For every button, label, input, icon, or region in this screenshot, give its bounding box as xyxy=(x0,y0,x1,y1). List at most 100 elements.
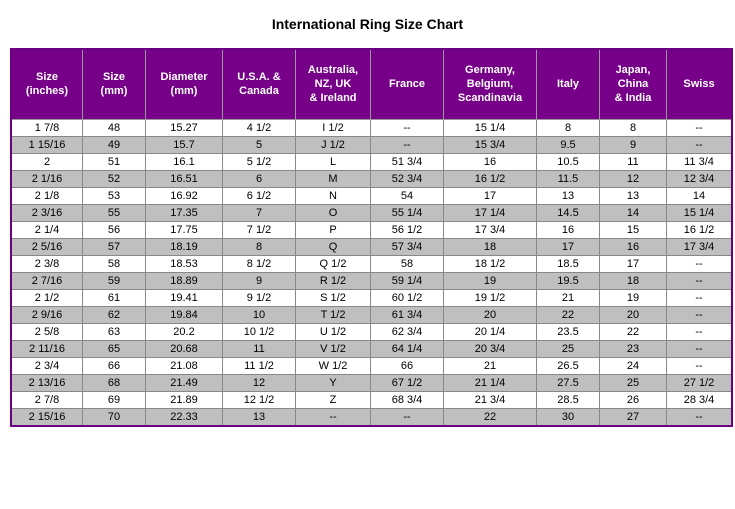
table-cell: 18 xyxy=(444,239,537,256)
table-cell: 7 1/2 xyxy=(223,222,296,239)
page-title: International Ring Size Chart xyxy=(10,16,725,32)
table-cell: O xyxy=(296,205,371,222)
table-cell: 19 1/2 xyxy=(444,290,537,307)
table-cell: 68 xyxy=(83,375,146,392)
table-cell: Z xyxy=(296,392,371,409)
table-cell: 21 3/4 xyxy=(444,392,537,409)
table-cell: 2 xyxy=(11,154,83,171)
table-cell: 18.5 xyxy=(537,256,600,273)
table-cell: 22.33 xyxy=(146,409,223,427)
table-cell: 22 xyxy=(444,409,537,427)
table-row: 2 1/26119.419 1/2S 1/260 1/219 1/22119-- xyxy=(11,290,732,307)
table-cell: 16 1/2 xyxy=(444,171,537,188)
table-cell: 54 xyxy=(371,188,444,205)
table-row: 2 1/45617.757 1/2P56 1/217 3/4161516 1/2 xyxy=(11,222,732,239)
table-cell: T 1/2 xyxy=(296,307,371,324)
table-cell: 2 13/16 xyxy=(11,375,83,392)
table-cell: 1 15/16 xyxy=(11,137,83,154)
table-cell: 11 xyxy=(600,154,667,171)
table-cell: 15 xyxy=(600,222,667,239)
table-cell: 20 xyxy=(444,307,537,324)
table-cell: -- xyxy=(667,120,733,137)
table-cell: I 1/2 xyxy=(296,120,371,137)
table-cell: 23 xyxy=(600,341,667,358)
table-cell: J 1/2 xyxy=(296,137,371,154)
table-cell: 63 xyxy=(83,324,146,341)
table-cell: 59 1/4 xyxy=(371,273,444,290)
table-cell: 20 1/4 xyxy=(444,324,537,341)
table-cell: 11 3/4 xyxy=(667,154,733,171)
table-cell: 8 xyxy=(600,120,667,137)
table-cell: 15 1/4 xyxy=(667,205,733,222)
column-header: France xyxy=(371,49,444,120)
table-cell: 20 xyxy=(600,307,667,324)
table-cell: 13 xyxy=(600,188,667,205)
table-row: 1 15/164915.75J 1/2--15 3/49.59-- xyxy=(11,137,732,154)
table-cell: P xyxy=(296,222,371,239)
table-cell: 62 3/4 xyxy=(371,324,444,341)
table-cell: 51 3/4 xyxy=(371,154,444,171)
table-cell: 13 xyxy=(223,409,296,427)
table-cell: 68 3/4 xyxy=(371,392,444,409)
table-cell: 17 3/4 xyxy=(667,239,733,256)
table-cell: 60 1/2 xyxy=(371,290,444,307)
table-cell: 12 xyxy=(600,171,667,188)
table-cell: 13 xyxy=(537,188,600,205)
table-row: 2 3/46621.0811 1/2W 1/2662126.524-- xyxy=(11,358,732,375)
table-row: 2 5/86320.210 1/2U 1/262 3/420 1/423.522… xyxy=(11,324,732,341)
table-cell: 58 xyxy=(83,256,146,273)
table-cell: 21.89 xyxy=(146,392,223,409)
table-cell: 8 xyxy=(537,120,600,137)
table-cell: 2 5/16 xyxy=(11,239,83,256)
table-cell: 56 1/2 xyxy=(371,222,444,239)
table-cell: 10.5 xyxy=(537,154,600,171)
table-cell: 21.08 xyxy=(146,358,223,375)
table-cell: 16 xyxy=(600,239,667,256)
table-cell: 57 3/4 xyxy=(371,239,444,256)
table-cell: 16.51 xyxy=(146,171,223,188)
table-cell: 58 xyxy=(371,256,444,273)
table-cell: 19 xyxy=(600,290,667,307)
table-row: 2 1/165216.516M52 3/416 1/211.51212 3/4 xyxy=(11,171,732,188)
table-cell: 57 xyxy=(83,239,146,256)
table-cell: 15.7 xyxy=(146,137,223,154)
column-header: Size(inches) xyxy=(11,49,83,120)
table-cell: 8 1/2 xyxy=(223,256,296,273)
table-cell: 17 1/4 xyxy=(444,205,537,222)
table-cell: 18.89 xyxy=(146,273,223,290)
table-cell: -- xyxy=(667,137,733,154)
table-cell: 17.75 xyxy=(146,222,223,239)
table-cell: 19 xyxy=(444,273,537,290)
table-cell: 23.5 xyxy=(537,324,600,341)
table-cell: 2 3/4 xyxy=(11,358,83,375)
table-cell: 8 xyxy=(223,239,296,256)
column-header: Japan,China& India xyxy=(600,49,667,120)
table-cell: 2 1/2 xyxy=(11,290,83,307)
table-cell: 11.5 xyxy=(537,171,600,188)
table-cell: W 1/2 xyxy=(296,358,371,375)
table-cell: 22 xyxy=(537,307,600,324)
column-header: Size(mm) xyxy=(83,49,146,120)
table-cell: Q xyxy=(296,239,371,256)
table-cell: 2 3/8 xyxy=(11,256,83,273)
table-body: 1 7/84815.274 1/2I 1/2--15 1/488--1 15/1… xyxy=(11,120,732,427)
table-cell: 55 1/4 xyxy=(371,205,444,222)
table-row: 2 7/86921.8912 1/2Z68 3/421 3/428.52628 … xyxy=(11,392,732,409)
column-header: U.S.A. &Canada xyxy=(223,49,296,120)
table-cell: 16 xyxy=(537,222,600,239)
table-cell: 20 3/4 xyxy=(444,341,537,358)
table-cell: 2 1/16 xyxy=(11,171,83,188)
table-cell: U 1/2 xyxy=(296,324,371,341)
table-cell: 17.35 xyxy=(146,205,223,222)
table-cell: 26 xyxy=(600,392,667,409)
table-cell: 17 xyxy=(537,239,600,256)
table-cell: R 1/2 xyxy=(296,273,371,290)
table-cell: M xyxy=(296,171,371,188)
table-cell: 9.5 xyxy=(537,137,600,154)
table-cell: 25 xyxy=(600,375,667,392)
table-cell: 10 1/2 xyxy=(223,324,296,341)
table-cell: 16.92 xyxy=(146,188,223,205)
table-cell: 5 xyxy=(223,137,296,154)
table-cell: V 1/2 xyxy=(296,341,371,358)
table-cell: 30 xyxy=(537,409,600,427)
